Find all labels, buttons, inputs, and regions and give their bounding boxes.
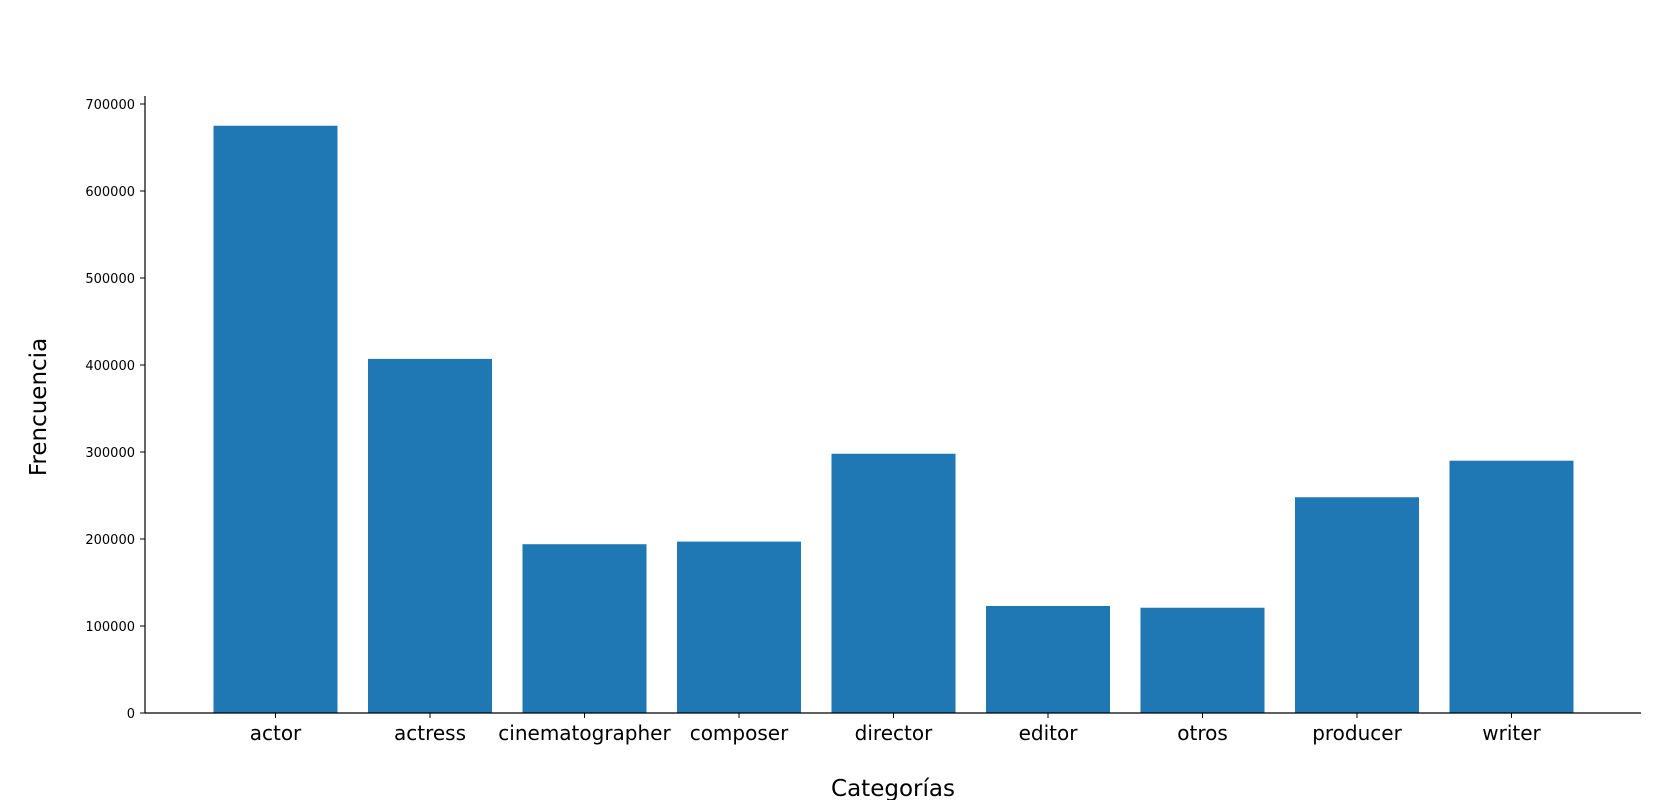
y-axis-title: Frencuencia (26, 338, 52, 476)
bars-group (213, 125, 1574, 713)
x-tick-label: producer (1312, 721, 1402, 745)
y-tick-label: 400000 (85, 359, 135, 374)
x-tick-label: composer (690, 721, 789, 745)
bar-actor (213, 125, 338, 713)
y-tick-label: 200000 (85, 533, 135, 548)
y-axis-ticks: 0 100000 200000 300000 400000 500000 600000 700… (85, 98, 145, 722)
bar-director (831, 453, 956, 713)
y-tick-label: 0 (127, 707, 135, 722)
y-tick-label: 700000 (85, 98, 135, 113)
bar-composer (677, 541, 801, 713)
x-tick-label: otros (1177, 721, 1228, 745)
y-tick-label: 600000 (85, 185, 135, 200)
bar-actress (368, 358, 492, 713)
y-tick-label: 100000 (85, 620, 135, 635)
y-tick-label: 300000 (85, 446, 135, 461)
x-tick-label: actor (250, 721, 302, 745)
y-tick-label: 500000 (85, 272, 135, 287)
x-tick-label: cinematographer (498, 721, 671, 745)
x-axis-ticks: actor actress cinematographer composer direc… (250, 713, 1542, 745)
bar-otros (1140, 607, 1265, 713)
bar-editor (986, 605, 1110, 713)
x-tick-label: actress (394, 721, 466, 745)
x-axis-title: Categorías (831, 776, 955, 800)
x-tick-label: writer (1482, 721, 1541, 745)
x-tick-label: director (855, 721, 933, 745)
x-tick-label: editor (1019, 721, 1079, 745)
bar-writer (1449, 460, 1574, 713)
bar-cinematographer (522, 544, 647, 713)
bar-producer (1295, 497, 1419, 713)
